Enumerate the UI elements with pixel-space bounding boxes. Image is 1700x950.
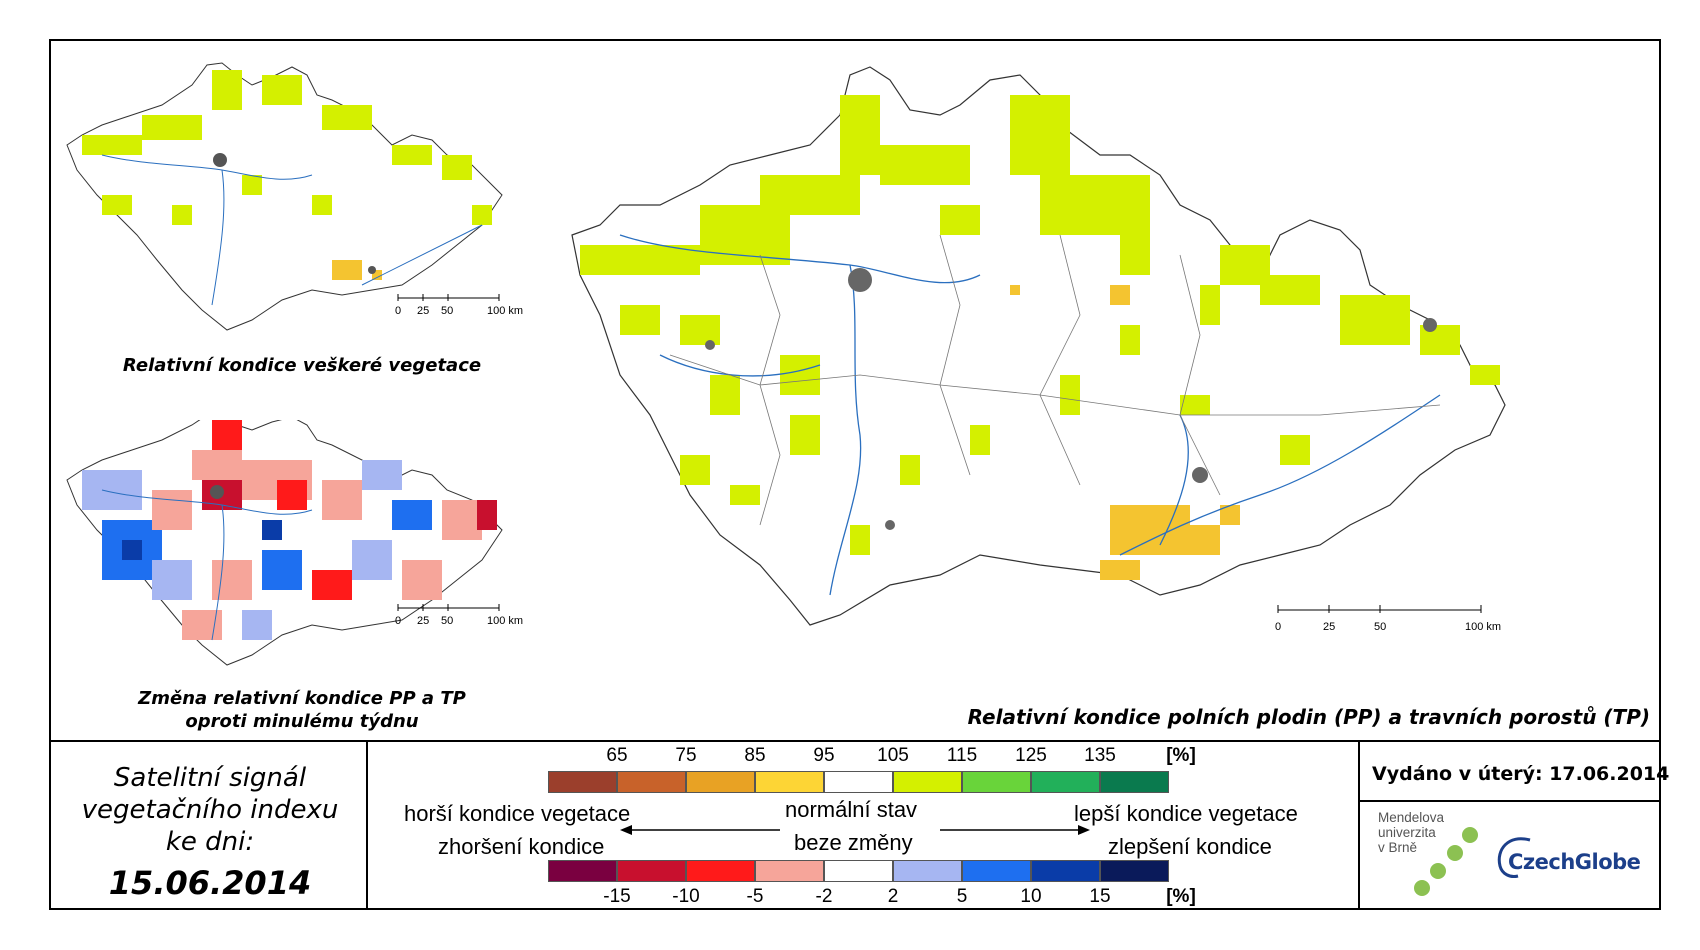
- change-tick: 2: [887, 886, 899, 907]
- condition-unit: [%]: [1166, 745, 1196, 766]
- change-swatch: [617, 860, 686, 882]
- condition-tick: 115: [946, 745, 978, 766]
- condition-tick: 105: [877, 745, 909, 766]
- figure-frame: [49, 39, 1661, 910]
- date-title-line1: Satelitní signál: [113, 763, 307, 793]
- inset-map-bottom: 0 25 50 100 km: [66, 420, 523, 666]
- inset-bottom-scale-100: 100 km: [487, 615, 523, 627]
- change-swatch: [1100, 860, 1169, 882]
- better-change-label: zlepšení kondice: [1108, 834, 1272, 859]
- divider-left: [366, 740, 368, 910]
- condition-tick: 95: [813, 745, 835, 766]
- inset-bottom-scale-25: 25: [417, 615, 429, 627]
- change-tick: -15: [603, 886, 631, 907]
- inset-bottom-scale-0: 0: [395, 615, 401, 627]
- czechglobe-logo: CzechGlobe: [1508, 850, 1641, 874]
- change-tick: 5: [956, 886, 968, 907]
- condition-swatch: [686, 771, 755, 793]
- change-tick: -2: [815, 886, 833, 907]
- mendel-line2: univerzita: [1378, 825, 1436, 840]
- no-change-label: beze změny: [794, 830, 913, 855]
- worse-condition-cells: [1010, 285, 1240, 580]
- change-tick: -5: [746, 886, 764, 907]
- better-condition-label: lepší kondice vegetace: [1074, 801, 1298, 826]
- condition-swatch: [755, 771, 824, 793]
- change-cells: [82, 420, 497, 640]
- condition-swatch: [893, 771, 962, 793]
- change-swatch: [962, 860, 1031, 882]
- change-tick: 15: [1089, 886, 1111, 907]
- mendel-dots-icon: [1414, 827, 1478, 896]
- inset-top-scale-100: 100 km: [487, 305, 523, 317]
- condition-swatch: [548, 771, 617, 793]
- change-swatch: [824, 860, 893, 882]
- improved-condition-cells: [580, 95, 1500, 555]
- scale-label-25: 25: [1323, 621, 1335, 633]
- change-swatch: [548, 860, 617, 882]
- change-swatch: [686, 860, 755, 882]
- change-unit: [%]: [1166, 886, 1196, 907]
- condition-swatch: [824, 771, 893, 793]
- scale-label-100: 100 km: [1465, 621, 1501, 633]
- river-lines: [619, 234, 1441, 596]
- worse-condition-label: horší kondice vegetace: [404, 801, 631, 826]
- change-tick: -10: [672, 886, 700, 907]
- inset-top-scale-25: 25: [417, 305, 429, 317]
- change-swatch: [755, 860, 824, 882]
- mendel-line3: v Brně: [1378, 840, 1418, 855]
- inset-bottom-caption-line1: Změna relativní kondice PP a TP: [138, 688, 466, 709]
- legend-arrows: [620, 825, 1090, 835]
- inset-bottom-scale-50: 50: [441, 615, 453, 627]
- right-divider: [1358, 800, 1661, 802]
- condition-tick: 135: [1084, 745, 1116, 766]
- inset-bottom-caption-line2: oproti minulému týdnu: [185, 711, 419, 732]
- czechglobe-swoosh-icon: [1497, 837, 1531, 878]
- inset-top-scale-0: 0: [395, 305, 401, 317]
- condition-tick: 75: [675, 745, 697, 766]
- signal-date: 15.06.2014: [108, 864, 312, 902]
- condition-tick: 85: [744, 745, 766, 766]
- scale-bar: [1277, 605, 1482, 613]
- date-title-line2: vegetačního indexu: [81, 795, 339, 825]
- change-tick: 10: [1020, 886, 1042, 907]
- city-areas: [705, 268, 1437, 530]
- mendel-line1: Mendelova: [1378, 810, 1445, 825]
- normal-state-label: normální stav: [785, 797, 918, 822]
- issue-date-label: Vydáno v úterý: 17.06.2014: [1372, 763, 1670, 785]
- condition-swatch: [962, 771, 1031, 793]
- scale-label-50: 50: [1374, 621, 1386, 633]
- main-map: 0 25 50 100 km: [571, 66, 1506, 633]
- worse-change-label: zhoršení kondice: [438, 834, 605, 859]
- change-swatch: [1031, 860, 1100, 882]
- change-swatch: [893, 860, 962, 882]
- main-map-caption: Relativní kondice polních plodin (PP) a …: [967, 705, 1650, 729]
- condition-tick: 125: [1015, 745, 1047, 766]
- mendel-university-logo: Mendelova univerzita v Brně: [1378, 810, 1444, 855]
- inset-top-caption: Relativní kondice veškeré vegetace: [122, 355, 482, 376]
- legend-band: [49, 740, 1661, 910]
- date-title-line3: ke dni:: [165, 827, 255, 857]
- condition-swatch: [1031, 771, 1100, 793]
- condition-tick: 65: [606, 745, 628, 766]
- condition-swatch: [1100, 771, 1169, 793]
- inset-top-scale-50: 50: [441, 305, 453, 317]
- condition-swatch: [617, 771, 686, 793]
- divider-right: [1358, 740, 1360, 910]
- region-borders: [669, 234, 1441, 526]
- inset-map-top: 0 25 50 100 km: [66, 62, 523, 331]
- date-panel: Satelitní signál vegetačního indexu ke d…: [60, 762, 360, 902]
- scale-label-0: 0: [1275, 621, 1281, 633]
